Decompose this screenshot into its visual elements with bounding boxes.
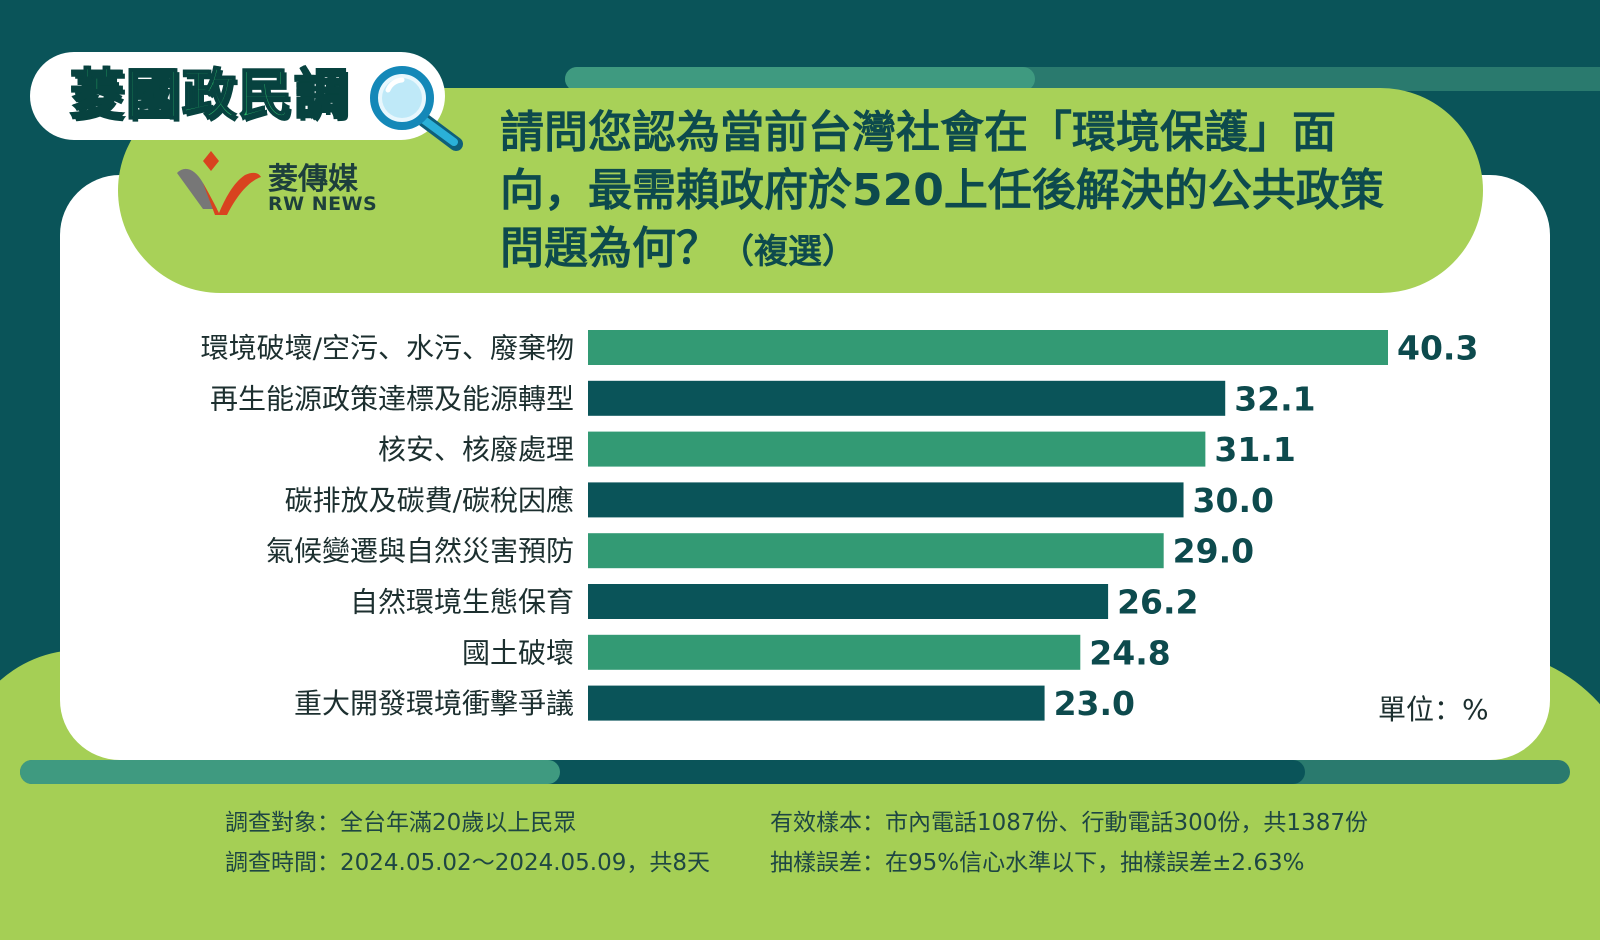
value-label: 24.8 bbox=[1089, 633, 1170, 672]
value-label: 40.3 bbox=[1397, 329, 1478, 368]
value-label: 32.1 bbox=[1234, 379, 1315, 418]
value-label: 30.0 bbox=[1193, 481, 1274, 520]
footer-subject: 調查對象：全台年滿20歲以上民眾 bbox=[225, 810, 577, 836]
value-label: 23.0 bbox=[1054, 684, 1135, 723]
footer-sample: 有效樣本：市內電話1087份、行動電話300份，共1387份 bbox=[770, 810, 1368, 836]
category-label: 國土破壞 bbox=[462, 636, 574, 669]
value-label: 31.1 bbox=[1214, 430, 1295, 469]
brand-title: 菱國政民調 bbox=[69, 62, 350, 127]
question-title: 請問您認為當前台灣社會在「環境保護」面向，最需賴政府於520上任後解決的公共政策… bbox=[500, 104, 1420, 281]
category-label: 環境破壞/空污、水污、廢棄物 bbox=[201, 332, 574, 365]
bar bbox=[588, 330, 1388, 365]
logo-english-text: RW NEWS bbox=[268, 193, 378, 215]
category-label: 氣候變遷與自然災害預防 bbox=[266, 535, 574, 568]
bar bbox=[588, 482, 1184, 518]
bar bbox=[588, 685, 1045, 721]
bar bbox=[588, 634, 1081, 670]
bar bbox=[588, 380, 1226, 416]
bottom-decor-stripe-light bbox=[20, 760, 560, 784]
bar-chart: 環境破壞/空污、水污、廢棄物 40.3 再生能源政策達標及能源轉型 32.1 核安、核廢… bbox=[201, 329, 1479, 724]
question-text: 請問您認為當前台灣社會在「環境保護」面向，最需賴政府於520上任後解決的公共政策… bbox=[500, 107, 1384, 274]
footer-error: 抽樣誤差：在95%信心水準以下，抽樣誤差±2.63% bbox=[770, 850, 1305, 876]
top-decor-stripe-light bbox=[565, 67, 1035, 91]
unit-label: 單位：% bbox=[1378, 693, 1489, 726]
bar bbox=[588, 533, 1164, 569]
category-label: 核安、核廢處理 bbox=[378, 433, 574, 466]
logo-chinese-text: 菱傳媒 bbox=[268, 162, 358, 197]
category-label: 重大開發環境衝擊爭議 bbox=[294, 687, 574, 720]
rwnews-logo-icon bbox=[177, 151, 261, 215]
magnifier-icon bbox=[370, 66, 463, 151]
category-label: 再生能源政策達標及能源轉型 bbox=[210, 382, 574, 415]
value-label: 29.0 bbox=[1173, 532, 1254, 571]
category-label: 自然環境生態保育 bbox=[350, 586, 574, 619]
category-label: 碳排放及碳費/碳稅因應 bbox=[285, 484, 574, 517]
bar bbox=[588, 431, 1206, 467]
footer-period: 調查時間：2024.05.02～2024.05.09，共8天 bbox=[225, 850, 711, 876]
bar bbox=[588, 584, 1109, 619]
question-note: （複選） bbox=[720, 232, 856, 272]
value-label: 26.2 bbox=[1117, 583, 1198, 622]
